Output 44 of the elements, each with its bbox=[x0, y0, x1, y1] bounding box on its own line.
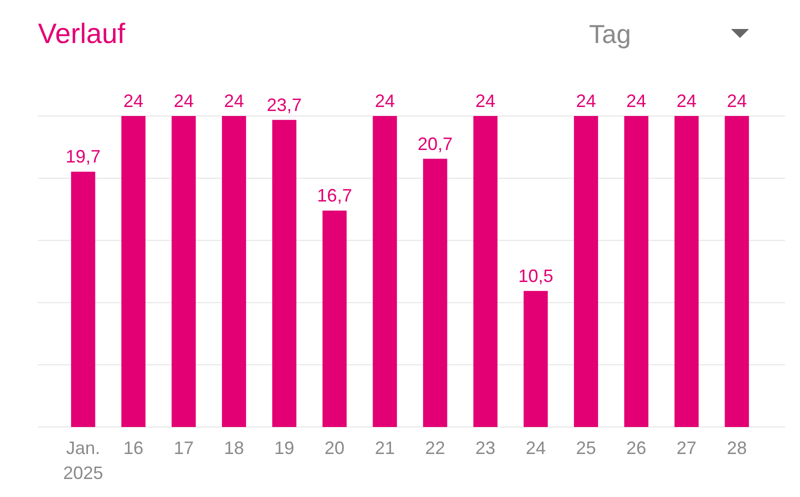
bar bbox=[222, 116, 246, 427]
bar bbox=[724, 116, 749, 427]
x-tick-label: 21 bbox=[374, 438, 395, 458]
bar bbox=[473, 116, 498, 427]
data-label: 19,7 bbox=[66, 146, 101, 167]
x-tick-label: 26 bbox=[626, 438, 646, 458]
data-label: 24 bbox=[174, 91, 194, 111]
bar bbox=[423, 158, 448, 427]
x-tick-label: 17 bbox=[174, 438, 194, 458]
chart-title: Verlauf bbox=[38, 18, 126, 49]
data-label: 24 bbox=[726, 91, 747, 111]
x-tick-label: 20 bbox=[324, 438, 345, 458]
text: Tag bbox=[589, 19, 631, 49]
data-label: 16,7 bbox=[317, 186, 352, 206]
bar bbox=[624, 116, 648, 427]
bar bbox=[272, 120, 296, 427]
x-tick-label: 22 bbox=[425, 438, 446, 458]
bar bbox=[71, 172, 96, 427]
data-label: 24 bbox=[576, 91, 596, 111]
bar bbox=[322, 210, 347, 427]
x-tick-label: 24 bbox=[526, 438, 546, 458]
data-label: 23,7 bbox=[266, 94, 302, 115]
data-label: 20,7 bbox=[418, 134, 453, 154]
bar bbox=[121, 116, 146, 427]
data-label: 24 bbox=[123, 91, 144, 111]
data-label: 24 bbox=[676, 91, 697, 111]
x-tick-label: 16 bbox=[123, 438, 144, 458]
bar bbox=[574, 116, 598, 427]
x-tick-label: 18 bbox=[224, 438, 244, 458]
x-tick-label: 19 bbox=[274, 438, 294, 458]
data-label: 24 bbox=[374, 91, 395, 111]
data-label: 24 bbox=[224, 91, 244, 111]
bar bbox=[172, 116, 196, 427]
data-label: 10,5 bbox=[518, 266, 554, 286]
bar bbox=[372, 116, 397, 427]
bar bbox=[674, 116, 699, 427]
data-label: 24 bbox=[626, 91, 646, 111]
bar bbox=[524, 290, 548, 427]
x-tick-label: 27 bbox=[676, 438, 697, 458]
data-label: 24 bbox=[475, 91, 496, 111]
x-tick-label: Jan. 2025 bbox=[63, 438, 104, 483]
x-tick-label: 28 bbox=[726, 438, 747, 458]
x-tick-label: 23 bbox=[475, 438, 496, 458]
x-tick-label: 25 bbox=[576, 438, 596, 458]
